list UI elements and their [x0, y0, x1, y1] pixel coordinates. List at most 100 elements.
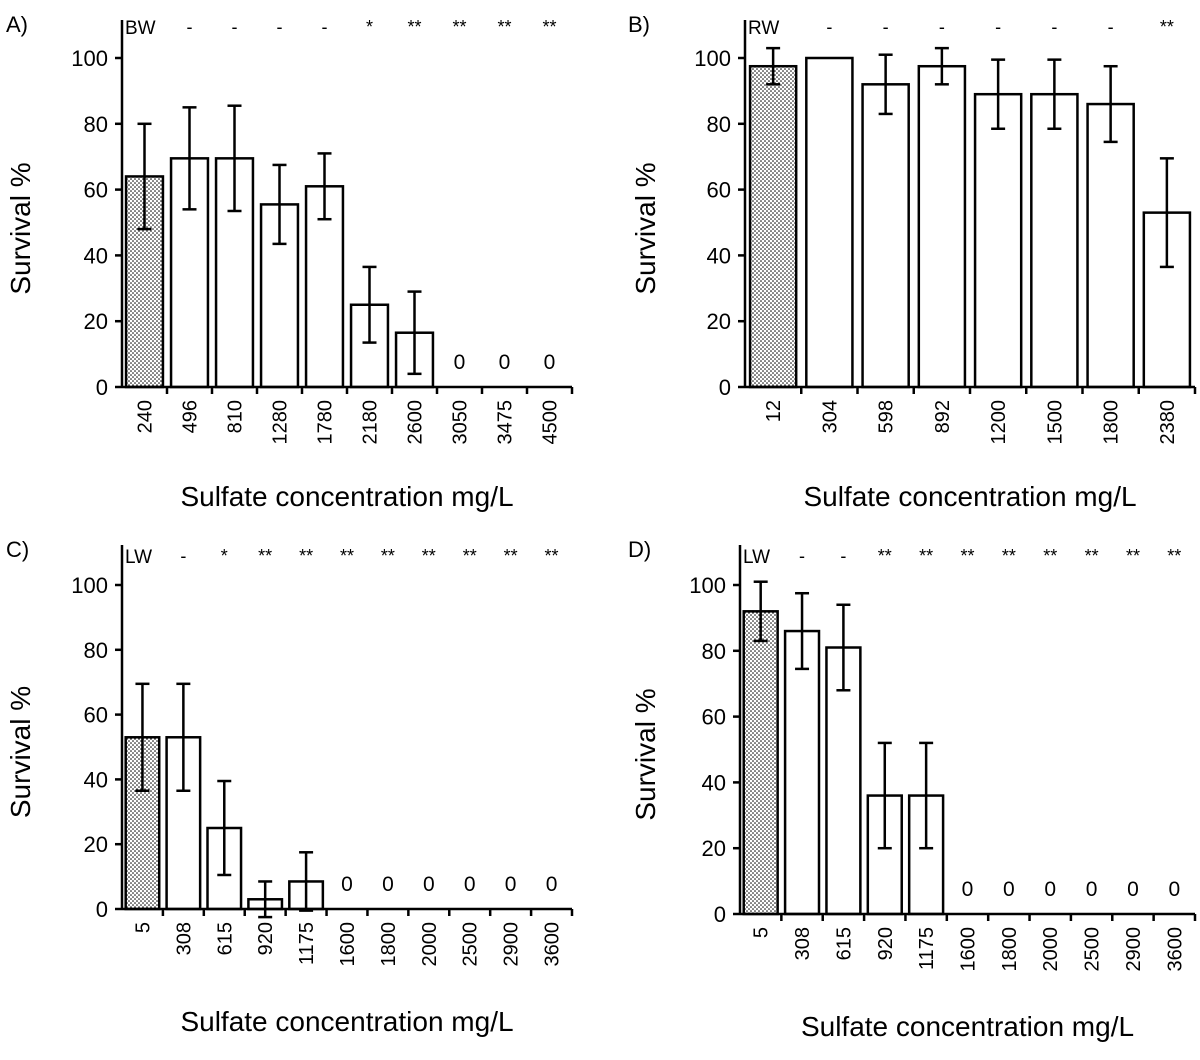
panel-label: B): [628, 12, 650, 37]
y-tick-label: 80: [84, 638, 108, 663]
significance-marker: **: [960, 546, 974, 566]
x-tick-label: 2180: [360, 400, 382, 445]
y-axis-title: Survival %: [5, 162, 36, 294]
y-tick-label: 100: [689, 573, 726, 598]
bar: [973, 92, 1023, 389]
bar: [917, 64, 967, 389]
significance-marker: -: [883, 17, 889, 37]
significance-marker: **: [878, 546, 892, 566]
zero-label: 0: [382, 873, 394, 896]
bar: [783, 629, 821, 916]
zero-label: 0: [454, 351, 466, 374]
x-tick-label: 12: [763, 400, 785, 422]
x-tick-label: 5: [132, 922, 154, 933]
significance-marker: -: [840, 546, 846, 566]
y-tick-label: 80: [707, 112, 731, 137]
x-tick-label: 810: [225, 400, 247, 433]
significance-marker: -: [277, 17, 283, 37]
significance-marker: -: [995, 17, 1001, 37]
significance-marker: **: [463, 546, 477, 566]
panel-label: D): [628, 537, 651, 562]
significance-marker: -: [826, 17, 832, 37]
x-tick-label: 308: [173, 922, 195, 955]
x-tick-label: 1600: [958, 927, 980, 972]
significance-marker: -: [187, 17, 193, 37]
x-tick-label: 1175: [296, 922, 318, 965]
y-tick-label: 40: [84, 243, 108, 268]
x-tick-label: 615: [833, 927, 855, 960]
significance-marker: **: [1002, 546, 1016, 566]
y-tick-label: 20: [702, 836, 726, 861]
significance-marker: **: [1043, 546, 1057, 566]
x-tick-label: 892: [932, 400, 954, 433]
y-axis-title: Survival %: [5, 686, 36, 818]
x-tick-label: 1780: [315, 400, 337, 445]
x-tick-label: 920: [875, 927, 897, 960]
y-tick-label: 40: [702, 770, 726, 795]
y-tick-label: 20: [84, 309, 108, 334]
x-tick-label: 598: [876, 400, 898, 433]
y-tick-label: 80: [702, 639, 726, 664]
bar: [861, 83, 910, 389]
x-tick-label: 1800: [999, 927, 1021, 972]
significance-marker: **: [299, 546, 313, 566]
y-tick-label: 60: [702, 705, 726, 730]
zero-label: 0: [1127, 878, 1139, 901]
zero-label: 0: [464, 873, 476, 896]
significance-marker: **: [1085, 546, 1099, 566]
significance-marker: -: [232, 17, 238, 37]
x-tick-label: 4500: [540, 400, 562, 445]
significance-marker: **: [504, 546, 518, 566]
zero-label: 0: [505, 873, 517, 896]
panel-label: C): [6, 537, 29, 562]
x-tick-label: 2500: [1082, 927, 1104, 972]
x-tick-label: 2600: [405, 400, 427, 445]
x-tick-label: 3050: [450, 400, 472, 445]
y-tick-label: 60: [707, 178, 731, 203]
significance-marker: **: [545, 546, 559, 566]
y-tick-label: 60: [84, 178, 108, 203]
x-tick-label: 1800: [378, 922, 400, 967]
x-tick-label: 1175: [916, 927, 938, 970]
zero-label: 0: [341, 873, 353, 896]
significance-marker: **: [1160, 17, 1174, 37]
zero-label: 0: [544, 351, 556, 374]
zero-label: 0: [499, 351, 511, 374]
bar: [1030, 92, 1079, 389]
x-tick-label: 2900: [1123, 927, 1145, 972]
y-tick-label: 100: [71, 46, 108, 71]
zero-label: 0: [1168, 878, 1180, 901]
significance-marker: **: [542, 17, 556, 37]
y-axis-title: Survival %: [630, 162, 661, 294]
control-water-label: RW: [748, 18, 779, 39]
significance-marker: **: [422, 546, 436, 566]
x-axis-title: Sulfate concentration mg/L: [180, 481, 513, 512]
zero-label: 0: [1086, 878, 1098, 901]
x-tick-label: 2900: [501, 922, 523, 967]
y-tick-label: 40: [84, 767, 108, 792]
panel-a: A) 0 20 40 60 80 100 Survival % 240 496 - 810 - 1280 -…: [5, 12, 574, 512]
zero-label: 0: [1044, 878, 1056, 901]
x-tick-label: 3475: [495, 400, 517, 445]
significance-marker: **: [407, 17, 421, 37]
significance-marker: *: [221, 546, 228, 566]
significance-marker: -: [799, 546, 805, 566]
y-tick-label: 60: [84, 703, 108, 728]
y-tick-label: 40: [707, 243, 731, 268]
x-tick-label: 1500: [1044, 400, 1066, 445]
y-tick-label: 80: [84, 112, 108, 137]
x-tick-label: 2000: [419, 922, 441, 967]
significance-marker: -: [180, 546, 186, 566]
x-tick-label: 1600: [337, 922, 359, 967]
bar: [805, 56, 854, 389]
significance-marker: -: [1108, 17, 1114, 37]
panel-c: C) 0 20 40 60 80 100 Survival % 5 308 - 615 * 920 ** 11…: [5, 537, 574, 1037]
x-tick-label: 2500: [460, 922, 482, 967]
significance-marker: **: [340, 546, 354, 566]
y-tick-label: 100: [694, 46, 731, 71]
panel-d: D) 0 20 40 60 80 100 Survival % 5 308 - 615 - 920 ** 11…: [628, 537, 1197, 1042]
control-water-label: LW: [125, 547, 152, 568]
bar: [742, 610, 779, 916]
control-water-label: LW: [743, 547, 770, 568]
y-tick-label: 0: [96, 897, 108, 922]
